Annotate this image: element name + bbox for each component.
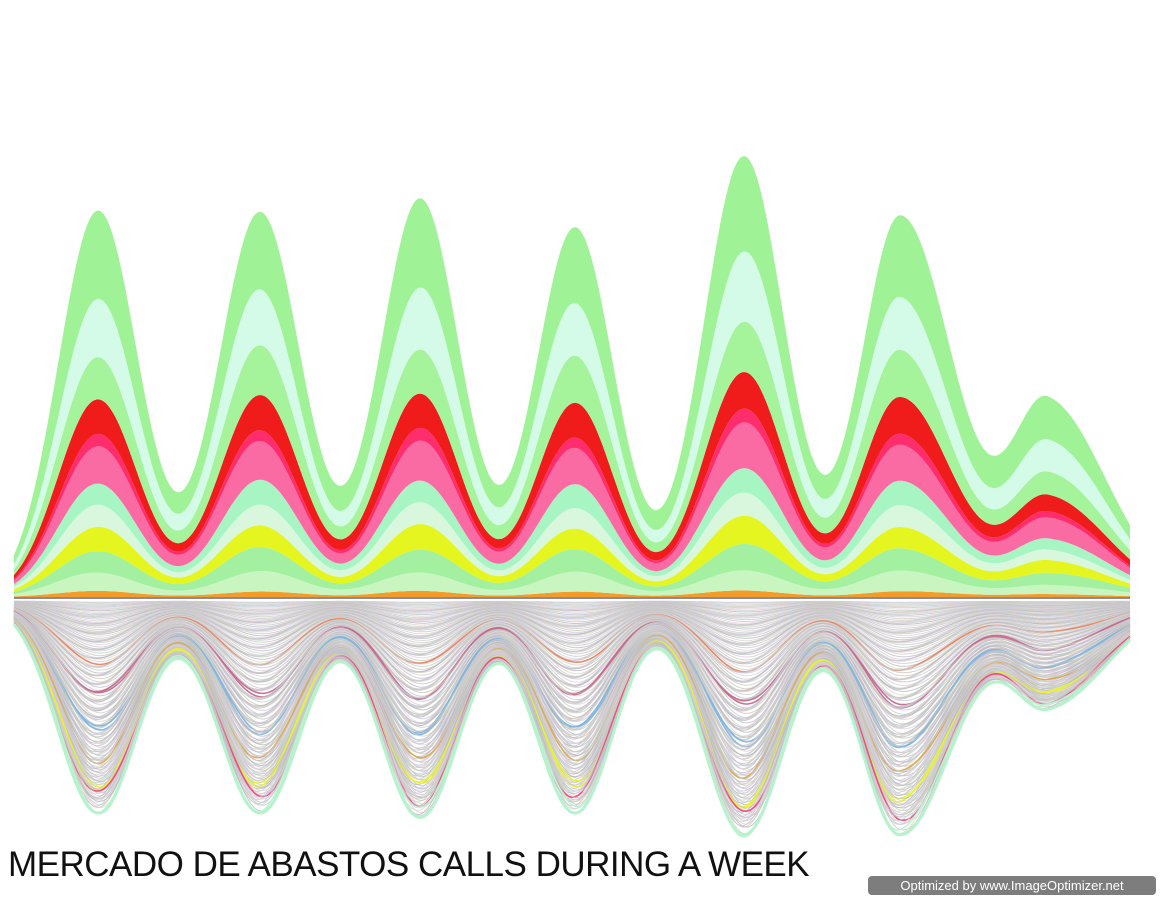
lower-layer-37 bbox=[13, 605, 1131, 653]
upper-layer-4 bbox=[14, 515, 1130, 592]
chart-title: MERCADO DE ABASTOS CALLS DURING A WEEK bbox=[8, 845, 810, 884]
upper-layer-1 bbox=[14, 590, 1130, 597]
lower-layer-114 bbox=[13, 616, 1131, 760]
lower-layer-31 bbox=[13, 604, 1131, 645]
lower-layer-45 bbox=[13, 606, 1131, 664]
lower-layer-80 bbox=[13, 611, 1131, 712]
lower-layer-29 bbox=[13, 604, 1131, 642]
upper-layer-11 bbox=[14, 251, 1130, 570]
lower-layer-58 bbox=[13, 608, 1131, 683]
lower-layer-30 bbox=[13, 604, 1131, 644]
upper-layer-8 bbox=[14, 408, 1130, 581]
lower-layer-36 bbox=[13, 605, 1131, 652]
lower-layer-99 bbox=[13, 614, 1131, 739]
lower-layer-79 bbox=[13, 611, 1131, 712]
lower-layer-135 bbox=[13, 619, 1131, 789]
lower-layer-71 bbox=[13, 610, 1131, 700]
lower-layer-155 bbox=[13, 622, 1131, 816]
lower-layer-142 bbox=[13, 619, 1131, 799]
lower-layer-17 bbox=[13, 602, 1131, 626]
lower-layer-86 bbox=[13, 612, 1131, 721]
lower-layer-92 bbox=[13, 613, 1131, 729]
lower-layer-57 bbox=[13, 608, 1131, 681]
lower-layer-113 bbox=[13, 616, 1131, 758]
lower-layer-93 bbox=[13, 613, 1131, 731]
lower-layer-127 bbox=[13, 618, 1131, 777]
lower-layer-9 bbox=[13, 601, 1131, 614]
upper-layer-9 bbox=[14, 372, 1130, 580]
lower-layer-149 bbox=[13, 620, 1131, 809]
lower-layer-134 bbox=[13, 619, 1131, 787]
watermark-badge: Optimized by www.ImageOptimizer.net bbox=[868, 876, 1156, 895]
lower-layer-169 bbox=[13, 624, 1131, 835]
lower-layer-10 bbox=[13, 601, 1131, 616]
upper-stream-layers bbox=[14, 156, 1130, 597]
upper-layer-3 bbox=[14, 543, 1130, 595]
lower-layer-162 bbox=[13, 623, 1131, 825]
lower-layer-128 bbox=[13, 618, 1131, 780]
lower-layer-52 bbox=[13, 607, 1131, 674]
lower-layer-156 bbox=[13, 621, 1131, 819]
lower-layer-16 bbox=[13, 602, 1131, 624]
upper-layer-12 bbox=[14, 156, 1130, 565]
upper-layer-10 bbox=[14, 321, 1130, 575]
upper-layer-7 bbox=[14, 422, 1130, 585]
lower-layer-85 bbox=[13, 612, 1131, 719]
lower-layer-120 bbox=[13, 617, 1131, 768]
lower-layer-22 bbox=[13, 603, 1131, 632]
lower-layer-78 bbox=[13, 611, 1131, 710]
lower-layer-64 bbox=[13, 609, 1131, 690]
lower-layer-59 bbox=[13, 608, 1131, 683]
lower-layer-121 bbox=[13, 617, 1131, 770]
lower-stream-layers bbox=[12, 600, 1132, 838]
lower-layer-65 bbox=[13, 609, 1131, 692]
upper-layer-2 bbox=[14, 570, 1130, 597]
lower-layer-44 bbox=[13, 606, 1131, 663]
lower-layer-72 bbox=[13, 610, 1131, 702]
lower-layer-100 bbox=[13, 614, 1131, 741]
lower-layer-163 bbox=[13, 622, 1131, 828]
lower-layer-23 bbox=[13, 603, 1131, 634]
upper-layer-6 bbox=[14, 468, 1130, 587]
lower-layer-66 bbox=[13, 609, 1131, 693]
lower-layer-107 bbox=[13, 615, 1131, 751]
lower-layer-51 bbox=[13, 607, 1131, 673]
lower-layer-106 bbox=[13, 615, 1131, 749]
lower-layer-141 bbox=[13, 620, 1131, 797]
lower-layer-43 bbox=[13, 606, 1131, 661]
lower-outer-rim bbox=[12, 623, 1132, 837]
upper-layer-5 bbox=[14, 492, 1130, 590]
lower-layer-38 bbox=[13, 605, 1131, 654]
lower-layer-24 bbox=[13, 603, 1131, 635]
